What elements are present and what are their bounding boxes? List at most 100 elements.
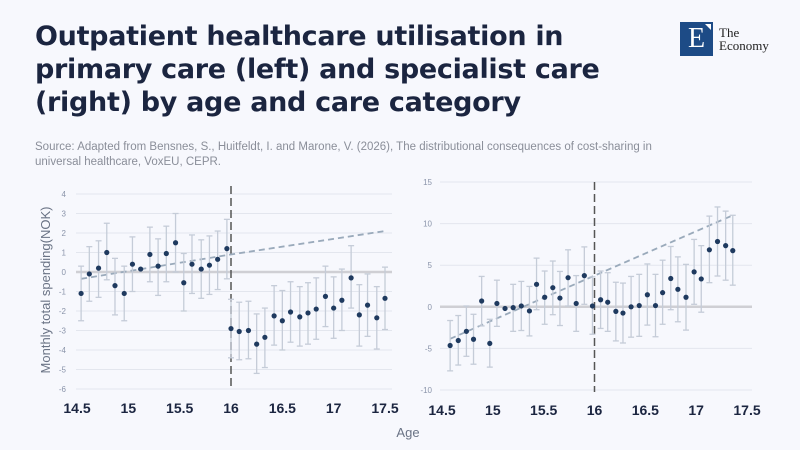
data-point xyxy=(297,314,303,320)
data-point xyxy=(112,283,118,289)
data-point xyxy=(557,295,563,301)
data-point xyxy=(172,240,179,246)
x-tick-label: 16.5 xyxy=(269,400,296,416)
data-point xyxy=(206,262,213,268)
y-tick-label: -5 xyxy=(425,344,433,353)
data-point xyxy=(374,315,380,321)
data-point xyxy=(526,308,533,314)
data-point xyxy=(479,298,485,304)
data-point xyxy=(683,294,689,300)
data-point xyxy=(698,276,704,282)
data-point xyxy=(121,290,127,297)
y-tick-label: 0 xyxy=(428,303,433,312)
y-tick-label: -4 xyxy=(59,346,67,355)
data-point xyxy=(198,266,204,272)
data-point xyxy=(215,256,221,262)
data-point xyxy=(228,325,234,332)
y-tick-label: 4 xyxy=(62,190,67,199)
data-point xyxy=(533,281,540,287)
data-point xyxy=(271,313,277,319)
y-tick-label: 3 xyxy=(62,210,67,219)
data-point xyxy=(189,261,195,267)
y-tick-label: 15 xyxy=(423,178,432,187)
data-point xyxy=(714,238,721,245)
data-point xyxy=(723,243,729,249)
data-point xyxy=(287,309,294,315)
y-tick-label: -2 xyxy=(59,307,67,316)
y-tick-label: -10 xyxy=(420,386,432,395)
x-tick-label: 15 xyxy=(121,400,137,416)
data-point xyxy=(147,251,153,258)
y-axis-label: Monthly total spending(NOK) xyxy=(38,207,53,374)
data-point xyxy=(447,342,453,349)
data-point xyxy=(236,328,242,335)
data-point xyxy=(660,290,666,296)
x-axis-label: Age xyxy=(396,425,419,440)
x-tick-label: 17.5 xyxy=(733,402,760,418)
x-tick-label: 17 xyxy=(688,402,704,418)
data-point xyxy=(542,294,548,300)
y-tick-label: 5 xyxy=(428,261,433,270)
data-point xyxy=(86,271,92,277)
data-point xyxy=(550,285,556,291)
y-tick-label: 1 xyxy=(62,249,67,258)
trend-line xyxy=(449,214,734,340)
data-point xyxy=(339,297,345,303)
data-point xyxy=(78,290,84,297)
x-tick-label: 15 xyxy=(485,402,501,418)
data-point xyxy=(691,269,697,275)
x-tick-label: 14.5 xyxy=(428,402,455,418)
data-point xyxy=(613,308,619,314)
data-point xyxy=(331,305,337,311)
data-point xyxy=(573,300,579,307)
data-point xyxy=(494,300,500,307)
data-point xyxy=(581,273,587,279)
data-point xyxy=(262,334,268,340)
x-tick-label: 17 xyxy=(326,400,342,416)
logo-text-line2: Economy xyxy=(719,38,769,53)
x-tick-label: 15.5 xyxy=(530,402,557,418)
page-title: Outpatient healthcare utilisation in pri… xyxy=(35,21,600,118)
data-point xyxy=(155,263,161,269)
data-point xyxy=(254,341,260,347)
data-point xyxy=(305,310,311,316)
data-point xyxy=(104,249,110,256)
data-point xyxy=(129,261,136,267)
logo-mark: E xyxy=(680,22,713,56)
data-point xyxy=(356,312,362,318)
y-tick-label: 10 xyxy=(423,220,432,229)
data-point xyxy=(605,299,611,305)
the-economy-logo: E The Economy xyxy=(680,22,769,56)
y-tick-label: 2 xyxy=(62,229,67,238)
data-point xyxy=(510,305,516,311)
data-point xyxy=(181,280,187,286)
data-point xyxy=(652,302,659,309)
x-tick-label: 16 xyxy=(587,402,603,418)
data-point xyxy=(668,275,674,282)
y-tick-label: -3 xyxy=(59,327,67,336)
data-point xyxy=(245,327,252,334)
trend-line xyxy=(80,230,386,280)
y-tick-label: -6 xyxy=(59,385,67,394)
data-point xyxy=(348,275,354,281)
x-tick-label: 16 xyxy=(223,400,239,416)
x-tick-label: 15.5 xyxy=(166,400,193,416)
data-point xyxy=(382,295,388,301)
data-point xyxy=(628,304,634,310)
data-point xyxy=(487,340,493,347)
data-point xyxy=(364,302,371,308)
data-point xyxy=(322,293,329,299)
data-point xyxy=(95,265,102,271)
y-tick-label: -5 xyxy=(59,366,67,375)
x-tick-label: 17.5 xyxy=(371,400,398,416)
source-note: Source: Adapted from Bensnes, S., Huitfe… xyxy=(35,141,652,168)
data-point xyxy=(502,305,508,312)
data-point xyxy=(224,246,230,252)
data-point xyxy=(518,303,524,309)
data-point xyxy=(313,306,319,312)
x-tick-label: 14.5 xyxy=(63,400,90,416)
data-point xyxy=(706,247,712,253)
data-point xyxy=(279,318,285,324)
data-point xyxy=(636,302,642,309)
